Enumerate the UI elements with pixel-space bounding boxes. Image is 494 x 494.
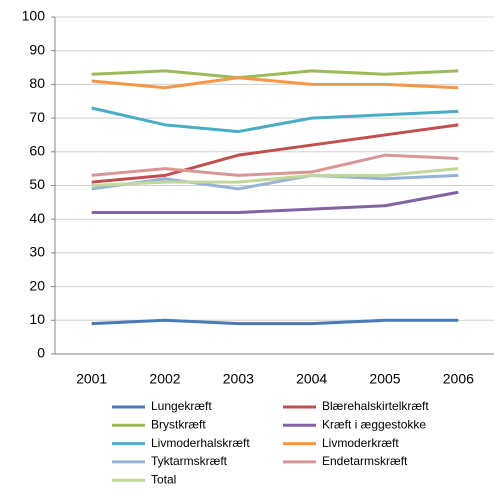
series-line xyxy=(91,153,459,177)
series-line xyxy=(91,318,459,326)
series-line xyxy=(91,190,459,214)
legend-label: Blærehalskirtelkræft xyxy=(322,399,429,413)
series-line xyxy=(91,123,459,184)
legend-label: Endetarmskræft xyxy=(322,454,408,468)
legend-label: Total xyxy=(151,472,176,486)
x-tick-label: 2003 xyxy=(223,371,254,387)
legend-label: Livmoderhalskræft xyxy=(151,436,250,450)
y-tick-label: 40 xyxy=(29,210,45,226)
series-line xyxy=(91,76,459,90)
y-tick-label: 30 xyxy=(29,244,45,260)
y-tick-label: 80 xyxy=(29,75,45,91)
y-tick-label: 0 xyxy=(37,345,45,361)
y-tick-label: 50 xyxy=(29,176,45,192)
legend-label: Brystkræft xyxy=(151,417,206,431)
y-tick-label: 100 xyxy=(22,8,46,24)
x-tick-label: 2004 xyxy=(296,371,327,387)
series-line xyxy=(91,69,459,80)
series-line xyxy=(91,106,459,134)
x-tick-label: 2005 xyxy=(369,371,400,387)
y-tick-label: 10 xyxy=(29,311,45,327)
y-tick-label: 90 xyxy=(29,41,45,57)
legend-label: Livmoderkræft xyxy=(322,436,399,450)
y-tick-label: 70 xyxy=(29,109,45,125)
y-tick-label: 60 xyxy=(29,143,45,159)
legend-label: Lungekræft xyxy=(151,399,212,413)
x-tick-label: 2001 xyxy=(76,371,107,387)
x-tick-label: 2006 xyxy=(443,371,474,387)
x-tick-label: 2002 xyxy=(149,371,180,387)
series-line xyxy=(91,167,459,187)
legend-label: Kræft i æggestokke xyxy=(322,417,426,431)
series-line xyxy=(91,173,459,191)
y-tick-label: 20 xyxy=(29,277,45,293)
legend-label: Tyktarmskræft xyxy=(151,454,228,468)
